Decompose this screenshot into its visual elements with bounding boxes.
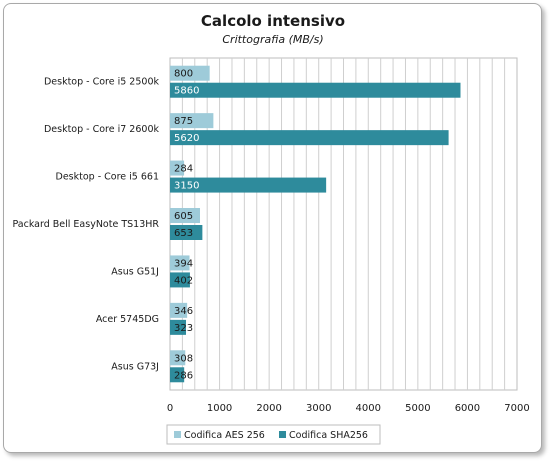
bar-aes xyxy=(170,302,188,318)
bar-sha xyxy=(170,177,327,193)
category-label: Desktop - Core i7 2600k xyxy=(44,124,160,135)
bar-aes xyxy=(170,113,214,129)
data-label: 800 xyxy=(174,69,193,80)
data-label: 5860 xyxy=(174,86,199,97)
legend-swatch-sha xyxy=(279,431,286,438)
data-label: 653 xyxy=(174,228,193,239)
category-label: Asus G51J xyxy=(111,266,159,277)
data-label: 402 xyxy=(174,275,193,286)
data-label: 875 xyxy=(174,116,193,127)
bar-sha xyxy=(170,367,185,383)
bar-aes xyxy=(170,65,210,81)
grid-lines xyxy=(181,58,506,390)
data-labels-group: 800 5860 875 5620 284 3150 605 653 394 402 346 323 3… xyxy=(174,69,199,382)
data-label: 308 xyxy=(174,353,193,364)
data-label: 323 xyxy=(174,323,193,334)
x-tick-label: 2000 xyxy=(256,403,281,414)
bars-group xyxy=(170,65,461,383)
data-label: 284 xyxy=(174,164,193,175)
bar-sha xyxy=(170,82,461,98)
bar-aes xyxy=(170,255,190,271)
data-label: 346 xyxy=(174,306,193,317)
bar-sha xyxy=(170,319,187,335)
legend-label-sha: Codifica SHA256 xyxy=(289,430,368,441)
data-label: 3150 xyxy=(174,181,199,192)
category-label: Packard Bell EasyNote TS13HR xyxy=(12,219,159,230)
x-tick-label: 5000 xyxy=(405,403,430,414)
bar-aes xyxy=(170,350,186,366)
category-label: Desktop - Core i5 661 xyxy=(56,172,160,183)
bar-sha xyxy=(170,225,203,240)
category-label: Asus G73J xyxy=(111,361,159,372)
data-label: 394 xyxy=(174,258,193,269)
data-label: 5620 xyxy=(174,133,199,144)
legend-swatch-aes xyxy=(174,431,181,438)
bar-sha xyxy=(170,272,190,288)
x-tick-label: 4000 xyxy=(356,403,381,414)
legend-label-aes: Codifica AES 256 xyxy=(184,430,265,441)
legend: Codifica AES 256 Codifica SHA256 xyxy=(166,424,381,445)
category-labels-group: Desktop - Core i5 2500k Desktop - Core i7… xyxy=(12,77,159,373)
bar-aes xyxy=(170,208,200,223)
bar-aes xyxy=(170,160,185,176)
chart-title: Calcolo intensivo xyxy=(201,12,345,30)
x-tick-label: 6000 xyxy=(455,403,480,414)
x-tick-label: 3000 xyxy=(306,403,331,414)
legend-box xyxy=(166,424,381,445)
x-tick-labels-group: 0 1000 2000 3000 4000 5000 6000 7000 xyxy=(167,403,530,414)
x-tick-label: 1000 xyxy=(207,403,232,414)
data-label: 605 xyxy=(174,211,193,222)
chart-subtitle: Crittografia (MB/s) xyxy=(222,33,323,46)
bar-sha xyxy=(170,130,449,146)
x-tick-label: 7000 xyxy=(504,403,529,414)
x-tick-label: 0 xyxy=(167,403,173,414)
category-label: Acer 5745DG xyxy=(96,314,159,325)
category-label: Desktop - Core i5 2500k xyxy=(44,77,160,88)
data-label: 286 xyxy=(174,370,193,381)
